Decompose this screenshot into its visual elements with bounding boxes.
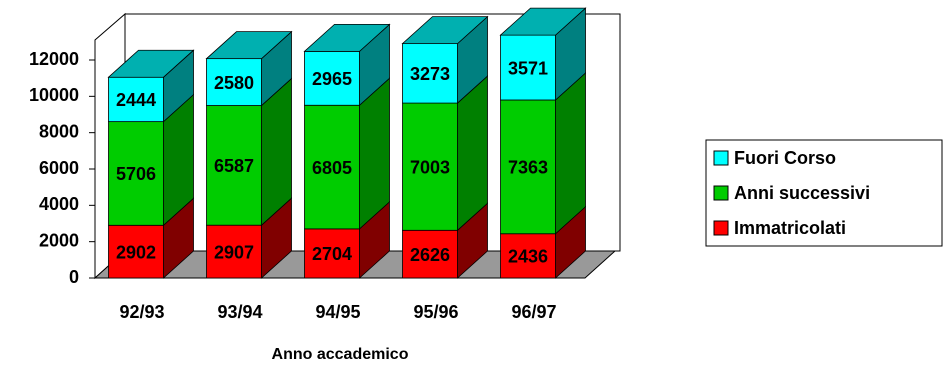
x-tick-label: 93/94 <box>217 302 262 322</box>
bar <box>402 102 458 231</box>
data-label: 5706 <box>116 164 156 184</box>
bar-top <box>401 16 489 45</box>
data-label: 2436 <box>508 247 548 267</box>
bar <box>206 58 262 106</box>
bar-top <box>303 23 391 52</box>
legend-box <box>705 139 943 247</box>
x-tick-label: 92/93 <box>119 302 164 322</box>
bar <box>108 76 164 123</box>
bar-side <box>555 72 586 235</box>
data-label: 2907 <box>214 242 254 262</box>
bar <box>304 50 360 106</box>
data-label: 2965 <box>312 69 352 89</box>
bar <box>500 99 556 235</box>
data-label: 7363 <box>508 158 548 178</box>
bar-top <box>107 49 195 78</box>
y-tick-label: 6000 <box>39 158 79 178</box>
data-label: 3571 <box>508 58 548 78</box>
y-tick-label: 4000 <box>39 194 79 214</box>
bar <box>206 224 262 279</box>
x-tick-label: 95/96 <box>413 302 458 322</box>
bar <box>108 121 164 226</box>
data-label: 2902 <box>116 242 156 262</box>
y-tick-label: 10000 <box>29 85 79 105</box>
bar <box>206 105 262 226</box>
bar <box>500 233 556 279</box>
x-axis-title: Anno accademico <box>272 346 409 363</box>
legend-swatch <box>713 185 729 201</box>
data-label: 2704 <box>312 244 352 264</box>
bar <box>108 224 164 279</box>
data-label: 7003 <box>410 157 450 177</box>
legend-label: Immatricolati <box>734 218 846 238</box>
bar <box>402 229 458 279</box>
bar-top <box>205 31 293 60</box>
y-tick-label: 2000 <box>39 230 79 250</box>
data-label: 2580 <box>214 73 254 93</box>
data-label: 6805 <box>312 158 352 178</box>
data-label: 2626 <box>410 245 450 265</box>
legend-label: Fuori Corso <box>734 148 836 168</box>
legend-swatch <box>713 150 729 166</box>
data-label: 2444 <box>116 90 156 110</box>
data-label: 3273 <box>410 64 450 84</box>
data-label: 6587 <box>214 156 254 176</box>
x-tick-label: 94/95 <box>315 302 360 322</box>
legend-label: Anni successivi <box>734 183 870 203</box>
bar-top <box>499 7 587 36</box>
bar <box>402 43 458 104</box>
legend-swatch <box>713 220 729 236</box>
x-tick-label: 96/97 <box>511 302 556 322</box>
y-tick-label: 8000 <box>39 121 79 141</box>
y-tick-label: 0 <box>69 267 79 287</box>
y-tick-label: 12000 <box>29 49 79 69</box>
